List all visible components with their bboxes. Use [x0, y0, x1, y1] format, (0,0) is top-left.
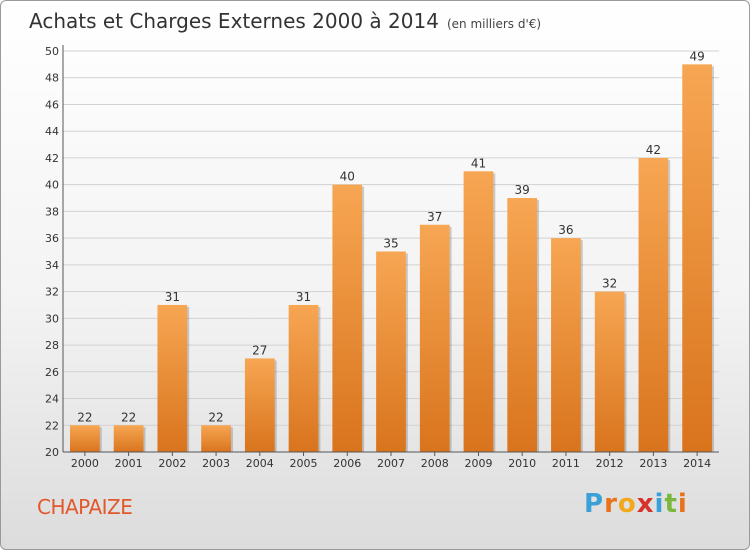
bar-value-label: 49: [689, 49, 704, 63]
logo-letter: P: [584, 489, 605, 519]
x-tick-label: 2001: [115, 457, 143, 470]
y-tick-label: 48: [45, 72, 59, 85]
x-tick-label: 2013: [639, 457, 667, 470]
y-tick-label: 44: [45, 125, 59, 138]
bar-value-label: 22: [121, 410, 136, 424]
bar: [682, 64, 713, 452]
y-tick-label: 50: [45, 45, 59, 58]
y-tick-label: 32: [45, 286, 59, 299]
y-tick-label: 40: [45, 179, 59, 192]
x-tick-label: 2003: [202, 457, 230, 470]
logo-letter: x: [636, 489, 655, 519]
x-tick-label: 2010: [508, 457, 536, 470]
y-tick-label: 26: [45, 366, 59, 379]
y-tick-label: 34: [45, 259, 59, 272]
y-tick-label: 36: [45, 232, 59, 245]
bar: [594, 291, 625, 452]
x-tick-label: 2011: [552, 457, 580, 470]
bar: [638, 157, 669, 452]
x-tick-label: 2000: [71, 457, 99, 470]
place-name: CHAPAIZE: [37, 495, 133, 519]
bar: [288, 304, 319, 452]
x-tick-label: 2005: [290, 457, 318, 470]
bar-value-label: 35: [383, 237, 398, 251]
chart-subtitle: (en milliers d'€): [446, 17, 542, 31]
bar: [201, 425, 231, 452]
logo-letter: i: [654, 489, 665, 519]
x-tick-label: 2014: [683, 457, 711, 470]
bar-value-label: 36: [558, 223, 573, 237]
y-tick-label: 38: [45, 205, 59, 218]
bar: [507, 198, 538, 452]
bar-value-label: 42: [646, 143, 661, 157]
bar-value-label: 39: [515, 183, 530, 197]
x-tick-label: 2009: [464, 457, 492, 470]
x-tick-label: 2012: [596, 457, 624, 470]
bar-value-label: 22: [77, 410, 92, 424]
bar: [463, 171, 494, 453]
y-tick-label: 42: [45, 152, 59, 165]
proxiti-logo: Proxiti: [584, 489, 688, 519]
x-tick-label: 2008: [421, 457, 449, 470]
x-tick-label: 2007: [377, 457, 405, 470]
logo-letter: o: [617, 489, 637, 519]
bar-value-label: 22: [208, 410, 223, 424]
bar-value-label: 31: [296, 290, 311, 304]
bar-value-label: 41: [471, 156, 486, 170]
x-tick-label: 2004: [246, 457, 274, 470]
bar: [376, 251, 406, 452]
bar: [69, 425, 100, 452]
chart-title: Achats et Charges Externes 2000 à 2014 (e…: [29, 9, 541, 33]
y-tick-label: 22: [45, 419, 59, 432]
chart-title-text: Achats et Charges Externes 2000 à 2014: [29, 9, 439, 33]
y-tick-label: 20: [45, 446, 59, 459]
y-tick-label: 46: [45, 98, 59, 111]
bars: 22 22 31 22 27 31 40 35 37 41 39 36 32 42 49: [69, 49, 715, 453]
bar-value-label: 27: [252, 343, 267, 357]
y-tick-label: 30: [45, 312, 59, 325]
bar: [157, 304, 188, 452]
bar: [332, 184, 363, 452]
logo-letter: i: [677, 489, 688, 519]
bar: [551, 238, 581, 452]
y-tick-label: 28: [45, 339, 59, 352]
logo-letter: t: [664, 489, 678, 519]
bar-value-label: 37: [427, 210, 442, 224]
x-tick-label: 2006: [333, 457, 361, 470]
x-tick-label: 2002: [158, 457, 186, 470]
axes: 20 22 24 26 28 30 32 34 36 38 40 42 44 46 48 50 2000 2001…: [45, 45, 719, 470]
bar: [113, 425, 144, 452]
logo-letter: r: [604, 489, 618, 519]
bar: [244, 358, 275, 452]
bar-value-label: 32: [602, 277, 617, 291]
bar-value-label: 31: [165, 290, 180, 304]
bar: [419, 224, 450, 452]
y-tick-label: 24: [45, 393, 59, 406]
bar-value-label: 40: [340, 170, 355, 184]
